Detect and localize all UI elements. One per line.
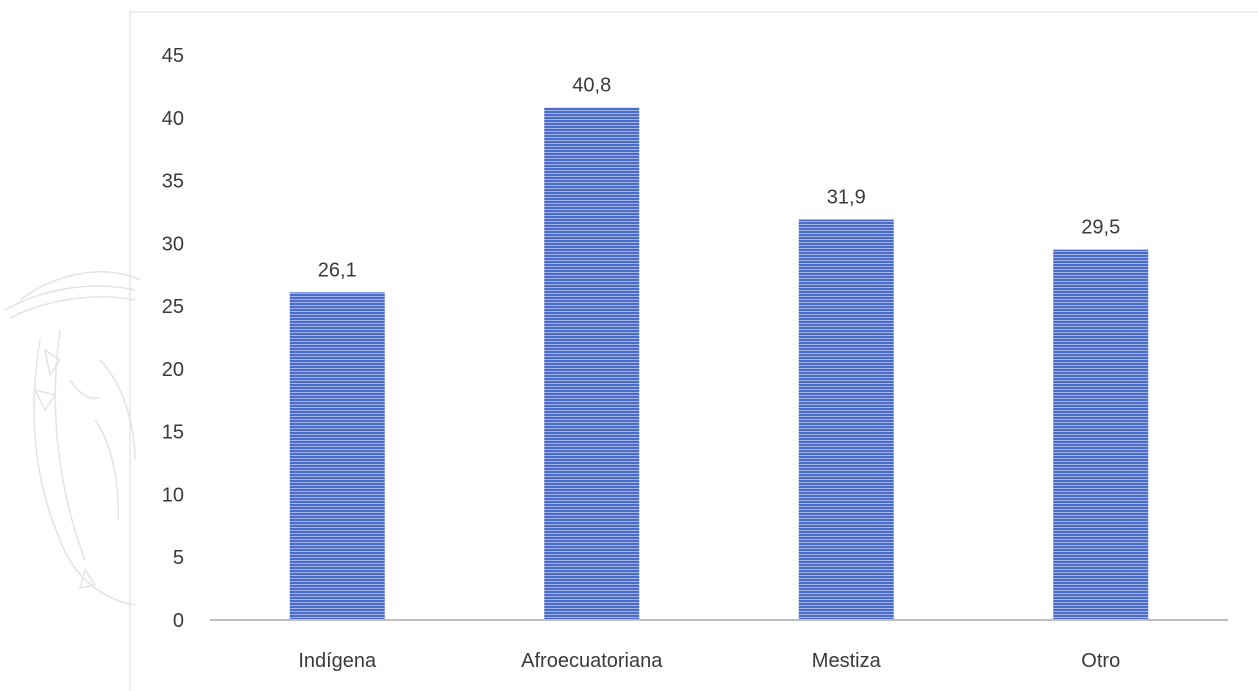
category-label: Mestiza xyxy=(812,650,882,672)
data-labels: 26,1 40,8 31,9 29,5 xyxy=(318,75,1120,282)
y-tick-label: 40 xyxy=(162,108,184,130)
bar-indigena xyxy=(289,292,385,620)
bar-value-label: 29,5 xyxy=(1081,217,1120,239)
category-label: Otro xyxy=(1081,650,1120,672)
bar-mestiza xyxy=(798,219,894,620)
x-axis-labels: Indígena Afroecuatoriana Mestiza Otro xyxy=(298,650,1120,672)
y-tick-label: 30 xyxy=(162,233,184,255)
y-tick-label: 45 xyxy=(162,45,184,67)
bars xyxy=(289,107,1149,620)
y-tick-label: 0 xyxy=(173,610,184,632)
bar-value-label: 26,1 xyxy=(318,259,357,281)
coat-of-arms-watermark xyxy=(4,271,141,606)
y-tick-label: 5 xyxy=(173,547,184,569)
y-tick-label: 20 xyxy=(162,359,184,381)
bar-value-label: 31,9 xyxy=(827,186,866,208)
y-tick-label: 10 xyxy=(162,484,184,506)
y-axis-ticks: 0 5 10 15 20 25 30 35 40 45 xyxy=(162,45,184,632)
bar-value-label: 40,8 xyxy=(572,75,611,97)
y-tick-label: 35 xyxy=(162,171,184,193)
y-tick-label: 15 xyxy=(162,422,184,444)
bar-afroecuatoriana xyxy=(544,107,640,620)
category-label: Indígena xyxy=(298,650,377,672)
bar-otro xyxy=(1053,249,1149,620)
category-label: Afroecuatoriana xyxy=(521,650,663,672)
y-tick-label: 25 xyxy=(162,296,184,318)
